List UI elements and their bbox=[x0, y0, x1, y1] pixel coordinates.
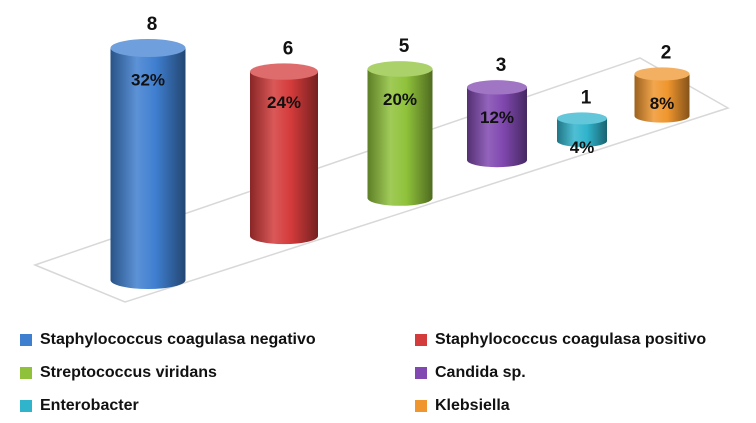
percent-label: 12% bbox=[480, 108, 514, 127]
bar bbox=[634, 73, 690, 123]
bar-top bbox=[557, 112, 607, 125]
legend-label: Klebsiella bbox=[435, 397, 510, 414]
legend-label: Candida sp. bbox=[435, 364, 526, 381]
bar bbox=[367, 68, 433, 206]
count-label: 3 bbox=[496, 55, 507, 76]
legend-label: Enterobacter bbox=[40, 397, 139, 414]
legend-swatch bbox=[20, 400, 32, 412]
bar-top bbox=[634, 67, 690, 81]
bar-top bbox=[250, 63, 318, 80]
bar bbox=[250, 71, 318, 245]
bar-top bbox=[367, 61, 433, 77]
count-label: 2 bbox=[661, 42, 672, 63]
legend-label: Staphylococcus coagulasa negativo bbox=[40, 331, 316, 348]
bar-top bbox=[467, 80, 527, 95]
bar bbox=[467, 87, 527, 168]
bar bbox=[110, 48, 186, 289]
count-label: 8 bbox=[147, 14, 158, 35]
percent-label: 32% bbox=[131, 70, 165, 89]
count-label: 6 bbox=[283, 38, 294, 59]
legend-swatch bbox=[20, 334, 32, 346]
bar-top bbox=[110, 39, 186, 57]
legend-swatch bbox=[415, 367, 427, 379]
legend-swatch bbox=[20, 367, 32, 379]
percent-label: 20% bbox=[383, 90, 417, 109]
percent-label: 24% bbox=[267, 93, 301, 112]
floor bbox=[32, 57, 730, 303]
legend-swatch bbox=[415, 334, 427, 346]
bar bbox=[557, 118, 607, 147]
percent-label: 8% bbox=[650, 94, 675, 113]
legend-swatch bbox=[415, 400, 427, 412]
legend-label: Staphylococcus coagulasa positivo bbox=[435, 331, 706, 348]
legend-label: Streptococcus viridans bbox=[40, 364, 217, 381]
count-label: 1 bbox=[581, 87, 592, 108]
count-label: 5 bbox=[399, 36, 410, 57]
percent-label: 4% bbox=[570, 138, 595, 157]
